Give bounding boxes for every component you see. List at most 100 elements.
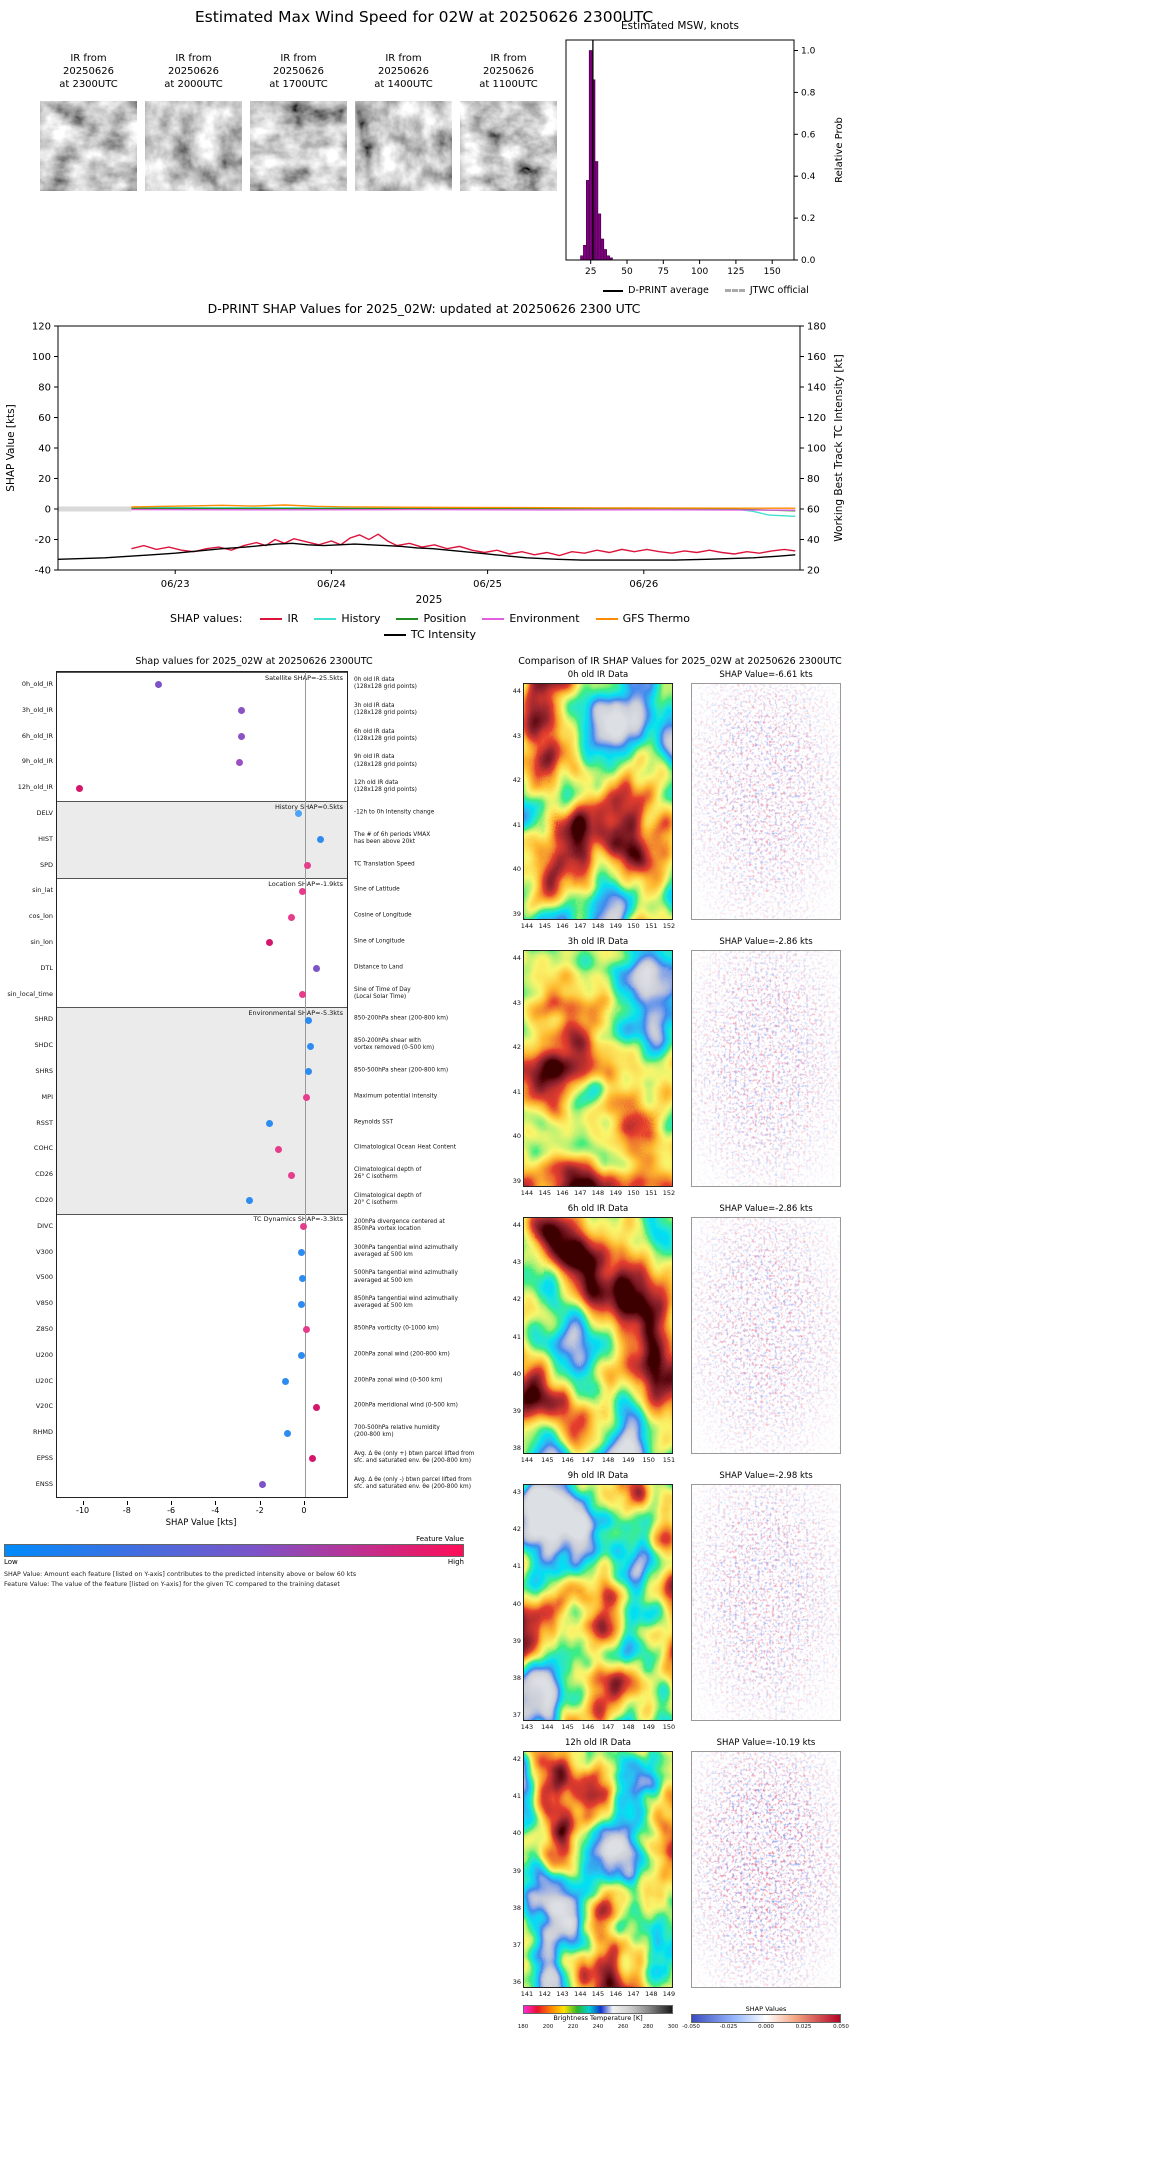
shap-group-band	[57, 672, 347, 801]
y-tick-label: 38	[512, 1673, 521, 1682]
comparison-row: 9h old IR Data 43 42 41 40 39 38 37 143 144 145 146…	[508, 1471, 868, 1731]
x-tick-label: 152	[662, 922, 676, 930]
shap-map-cell: SHAP Value=-2.86 kts	[682, 1204, 850, 1454]
shap-map-image	[691, 1751, 841, 1988]
shap-group-header: Environmental SHAP=-5.3kts	[248, 1008, 343, 1017]
y-tick-label: 100	[32, 352, 51, 363]
shap-feature-label: V20C	[35, 1402, 53, 1411]
shap-dot-plot: Satellite SHAP=-25.5kts History SHAP=0.5k…	[56, 671, 348, 1498]
histogram-title: Estimated MSW, knots	[621, 20, 739, 32]
comparison-row: 6h old IR Data 44 43 42 41 40 39 38 144 145 146 147…	[508, 1204, 868, 1464]
histogram-bar	[583, 245, 587, 261]
y-tick-label: 180	[807, 322, 826, 333]
timeseries-xlabel: 2025	[416, 594, 443, 606]
colorbar-tick-label: 240	[592, 2024, 604, 2030]
x-tick-label: 144	[574, 1990, 587, 1998]
ir-satellite-image	[355, 101, 452, 191]
x-tick-label: 145	[561, 1723, 574, 1731]
shap-group-header: History SHAP=0.5kts	[274, 802, 343, 811]
shap-feature-panel: Shap values for 2025_02W at 20250626 230…	[4, 656, 508, 1590]
shap-values-ticks: -0.050 -0.025 0.000 0.025 0.050	[682, 2023, 849, 2032]
shap-feature-desc: 9h old IR data (128x128 grid points)	[354, 754, 417, 768]
comparison-row: 12h old IR Data 42 41 40 39 38 37 36 141 142 143 14…	[508, 1738, 868, 1998]
shap-feature-label: DTL	[40, 963, 53, 972]
histogram-bar	[585, 180, 590, 261]
shap-feature-descriptions: 0h old IR data (128x128 grid points) 3h o…	[354, 671, 508, 1500]
legend-item: TC Intensity	[383, 628, 476, 641]
shap-feature-desc: 850-500hPa shear (200-800 km)	[354, 1067, 449, 1074]
x-tick-label: 146	[609, 1990, 623, 1998]
y-tick-label: 0.6	[801, 130, 816, 140]
colorbar-tick-label: -0.050	[682, 2024, 700, 2030]
x-tick-label: 148	[622, 1723, 635, 1731]
page-title: Estimated Max Wind Speed for 02W at 2025…	[194, 8, 654, 26]
y-tick-label: 42	[512, 1525, 521, 1534]
ir-map-frame: 44 43 42 41 40 39 144 145 146 147 148 149 150 151 152	[513, 683, 675, 930]
y-tick-label: 40	[512, 1369, 521, 1378]
ir-shap-comparison-panel: Comparison of IR SHAP Values for 2025_02…	[508, 656, 868, 2032]
shap-footnotes: SHAP Value: Amount each feature [listed …	[4, 1570, 508, 1590]
shap-timeseries-chart: 06/23 06/24 06/25 06/26 -40 -20 0 20 40 60 80 100 12…	[5, 322, 845, 607]
series-tc-intensity	[57, 542, 796, 561]
y-tick-label: 42	[512, 1755, 521, 1763]
shap-feature-desc: Reynolds SST	[354, 1118, 394, 1125]
shap-dot	[288, 1171, 296, 1179]
shap-dot	[298, 1352, 306, 1360]
ir-satellite-image	[250, 101, 347, 191]
shap-dot	[304, 1016, 312, 1024]
feature-value-title: Feature Value	[416, 1535, 464, 1543]
comparison-row: 3h old IR Data 44 43 42 41 40 39 144 145 146 147 14…	[508, 937, 868, 1197]
timeseries-ylabel-right: Working Best Track TC Intensity [kt]	[833, 354, 845, 541]
ir-satellite-image	[40, 101, 137, 191]
x-tick-label: 25	[585, 267, 596, 277]
x-tick-label: 147	[627, 1990, 640, 1998]
y-tick-label: 39	[512, 910, 521, 918]
x-tick-label: 147	[574, 922, 587, 930]
shap-feature-desc: Cosine of Longitude	[354, 912, 412, 919]
x-tick-label: 06/26	[629, 579, 658, 590]
shap-feature-desc: Maximum potential intensity	[354, 1093, 438, 1100]
ir-map-cell: 3h old IR Data 44 43 42 41 40 39 144 145 146 147 14…	[508, 937, 676, 1197]
shap-group-band	[57, 1007, 347, 1214]
x-tick-label: 149	[622, 1456, 635, 1464]
legend-swatch	[603, 289, 624, 292]
brightness-temp-colorbar: Brightness Temperature [K] 180 200 220 240 2…	[508, 2005, 678, 2032]
msw-histogram: 25 50 75 100 125 150 0.0 0.2 0.4 0.6 0.8 1.0 Relativ…	[565, 39, 845, 277]
shap-map-image	[691, 1217, 841, 1454]
x-tick-label: 06/23	[161, 579, 190, 590]
y-tick-label: 0.8	[801, 88, 816, 98]
shap-feature-label: CD20	[35, 1195, 53, 1204]
y-tick-label: 60	[807, 505, 820, 516]
shap-map-title: SHAP Value=-2.98 kts	[719, 1471, 813, 1481]
shap-feature-label: COHC	[33, 1144, 53, 1153]
shap-feature-label: CD26	[35, 1170, 53, 1179]
feature-value-colorbar: Feature Value Low High	[4, 1535, 464, 1566]
shap-dot	[288, 913, 296, 921]
ir-map-image	[523, 1484, 673, 1721]
x-tick-label: 149	[642, 1723, 655, 1731]
ir-thumbnail-caption: IR from 20250626 at 1400UTC	[374, 53, 433, 90]
histogram-bar	[588, 50, 593, 261]
y-tick-label: 43	[512, 998, 521, 1007]
y-tick-label: 39	[512, 1866, 521, 1875]
shap-dot	[302, 1094, 310, 1102]
x-tick-label: 150	[662, 1723, 676, 1731]
shap-feature-desc: TC Translation Speed	[354, 860, 415, 867]
x-tick-label: 150	[764, 267, 781, 277]
shap-map-cell: SHAP Value=-10.19 kts	[682, 1738, 850, 1988]
footnote: Feature Value: The value of the feature …	[4, 1581, 340, 1589]
ir-map-cell: 0h old IR Data 44 43 42 41 40 39 144 145 146 147 14…	[508, 670, 676, 930]
ir-map-image	[523, 683, 673, 920]
colorbar-tick-label: 0.050	[833, 2024, 849, 2030]
shap-feature-desc: The # of 6h periods VMAX has been above …	[354, 831, 431, 845]
y-tick-label: 43	[512, 1488, 521, 1496]
legend-swatch	[482, 617, 505, 620]
shap-feature-label: 6h_old_IR	[21, 731, 53, 740]
shap-dot	[274, 1145, 282, 1153]
series-environment	[131, 508, 796, 511]
histogram-bar	[600, 238, 605, 261]
comparison-row: 0h old IR Data 44 43 42 41 40 39 144 145 146 147 14…	[508, 670, 868, 930]
legend-item: Environment	[482, 612, 580, 625]
x-tick-label: 148	[645, 1990, 658, 1998]
